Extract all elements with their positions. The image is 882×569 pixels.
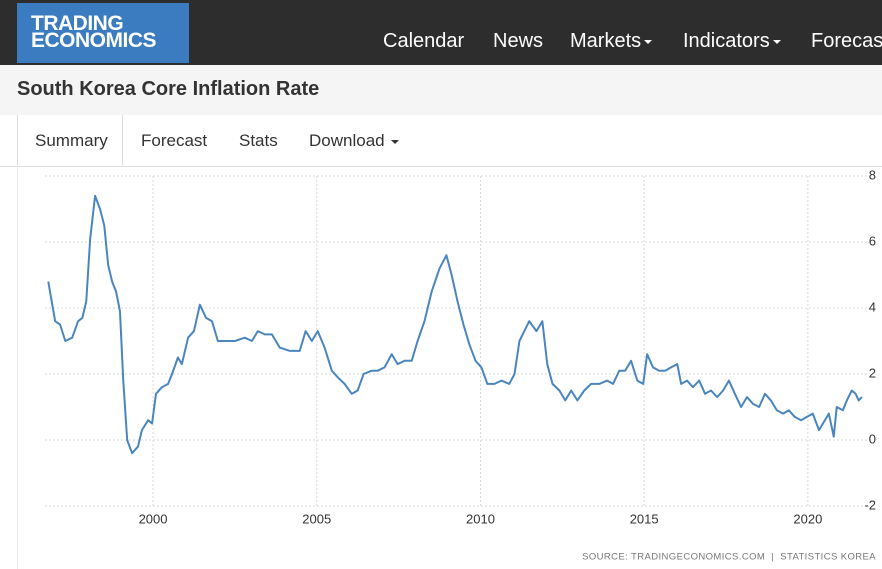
tab-label: Download	[309, 131, 385, 150]
source-note: SOURCE: TRADINGECONOMICS.COM | STATISTIC…	[582, 552, 876, 563]
y-tick-label: 0	[869, 431, 876, 446]
logo-text: TRADING	[31, 12, 124, 35]
logo[interactable]: TRADING ECONOMICS	[17, 3, 189, 63]
tab-bar: Summary Forecast Stats Download	[0, 115, 882, 167]
x-tick-label: 2010	[466, 511, 495, 526]
data-line	[47, 194, 863, 455]
tab[interactable]: Forecast	[141, 131, 207, 151]
x-tick-label: 2020	[793, 511, 822, 526]
nav-label: Indicators	[683, 30, 770, 52]
nav-item[interactable]: Forecast	[811, 30, 882, 53]
y-tick-label: 8	[869, 167, 876, 182]
panel-border	[17, 166, 18, 569]
active-tab	[17, 115, 123, 166]
nav-label: News	[493, 30, 544, 52]
tab-label: Stats	[239, 131, 278, 150]
y-tick-label: 2	[869, 365, 876, 380]
nav-item[interactable]: Markets	[570, 30, 653, 53]
tab[interactable]: Stats	[239, 131, 278, 151]
x-tick-label: 2015	[630, 511, 659, 526]
tab-label: Summary	[35, 131, 108, 150]
caret	[644, 39, 653, 44]
tab-label: Forecast	[141, 131, 208, 150]
nav-label: Forecast	[811, 30, 882, 52]
x-tick-label: 2000	[139, 511, 168, 526]
caret	[390, 139, 399, 144]
title-bar: South Korea Core Inflation Rate	[0, 65, 882, 115]
tab[interactable]: Summary	[35, 131, 108, 151]
y-tick-label: 4	[869, 299, 876, 314]
logo-text: ECONOMICS	[31, 29, 157, 52]
nav-label: Calendar	[383, 30, 465, 52]
nav-item[interactable]: Indicators	[683, 30, 781, 53]
tab[interactable]: Download	[309, 131, 399, 151]
chart: -2 0 2 4 6 8 2000 2005 2010 2015 2020 SOURCE: TRADI…	[45, 167, 876, 563]
x-tick-label: 2005	[302, 511, 331, 526]
y-tick-label: -2	[864, 497, 876, 512]
nav-label: Markets	[570, 30, 642, 52]
nav-item[interactable]: Calendar	[383, 30, 464, 53]
page-title: South Korea Core Inflation Rate	[17, 78, 320, 100]
caret	[772, 39, 781, 44]
nav-item[interactable]: News	[493, 30, 543, 53]
y-tick-label: 6	[869, 233, 876, 248]
top-bar: TRADING ECONOMICS Calendar News Markets …	[0, 0, 882, 65]
